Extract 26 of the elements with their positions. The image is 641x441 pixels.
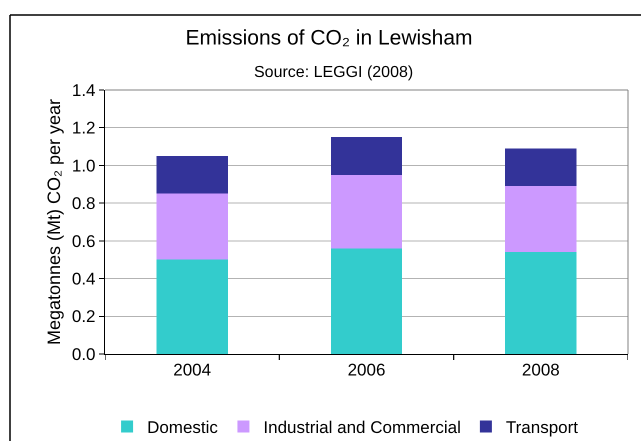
source-note: Source: LEGGI (2008) [254, 64, 414, 81]
bar [330, 137, 402, 175]
x-tick-label: 2006 [348, 360, 386, 380]
y-axis-title: Megatonnes (Mt) CO₂ per year [44, 98, 64, 346]
chart-title: Emissions of CO₂ in Lewisham [185, 26, 473, 50]
y-tick-label: 0.4 [72, 270, 96, 289]
x-tick-label: 2008 [522, 360, 560, 380]
y-tick-label: 1.2 [72, 118, 96, 138]
legend-label: Transport [506, 418, 578, 438]
bar [156, 194, 228, 260]
legend-label: Domestic [147, 418, 218, 438]
y-tick-label: 0.6 [72, 232, 96, 251]
bar [156, 260, 228, 354]
y-tick-label: 0.0 [72, 344, 96, 364]
y-tick-label: 0.2 [72, 307, 96, 326]
y-tick-label: 1.4 [72, 80, 96, 100]
legend-label: Industrial and Commercial [263, 418, 461, 438]
bar [505, 252, 577, 354]
y-tick-label: 1.0 [72, 156, 96, 176]
bar [505, 186, 577, 252]
y-tick-label: 0.8 [72, 194, 96, 214]
bar [156, 156, 228, 194]
bar [330, 248, 402, 354]
bar [330, 174, 402, 248]
x-tick-label: 2004 [173, 360, 212, 380]
bar [505, 148, 577, 186]
